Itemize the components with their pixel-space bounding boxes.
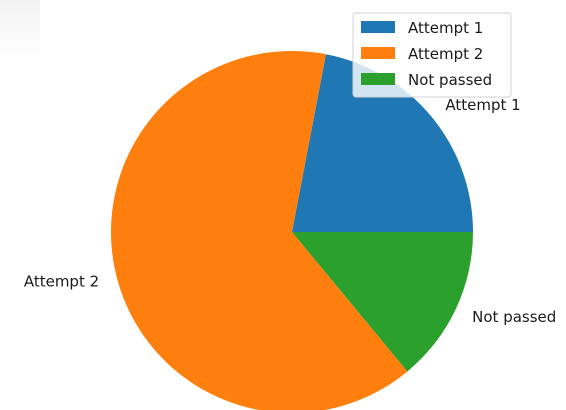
corner-shade — [0, 0, 40, 60]
pie-labels: Attempt 1 Attempt 2 Not passed — [24, 96, 556, 326]
legend-swatch-not-passed — [361, 73, 395, 85]
legend-label-attempt-2: Attempt 2 — [408, 45, 483, 63]
legend-label-attempt-1: Attempt 1 — [408, 19, 483, 37]
legend: Attempt 1 Attempt 2 Not passed — [352, 12, 512, 98]
pie-label-not-passed: Not passed — [472, 308, 556, 326]
pie-slice-attempt-1 — [292, 54, 473, 233]
pie-label-attempt-2: Attempt 2 — [24, 273, 99, 291]
legend-label-not-passed: Not passed — [408, 71, 492, 89]
legend-swatch-attempt-2 — [361, 47, 395, 59]
pie-slice-not-passed — [292, 232, 473, 372]
pie-slice-attempt-2 — [111, 51, 408, 410]
pie-slices — [111, 51, 473, 410]
legend-swatch-attempt-1 — [361, 21, 395, 33]
pie-label-attempt-1: Attempt 1 — [445, 96, 520, 114]
